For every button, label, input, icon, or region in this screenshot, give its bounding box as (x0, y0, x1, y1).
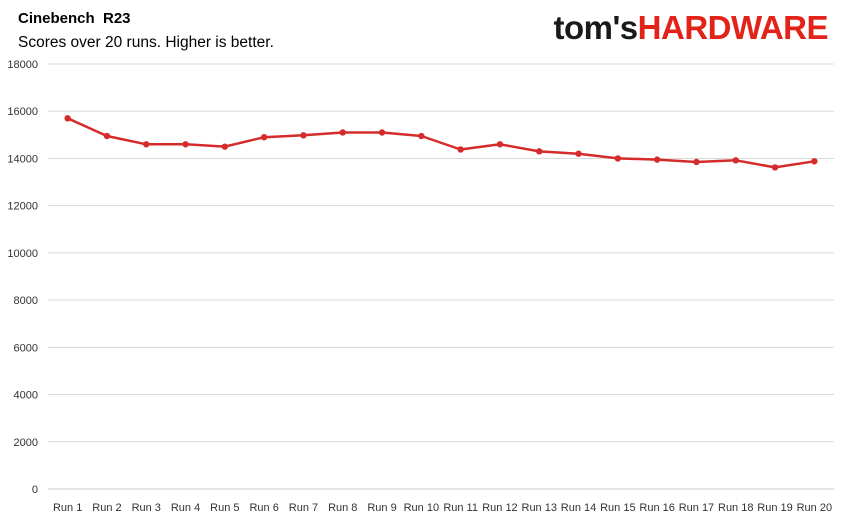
x-tick-label: Run 5 (210, 502, 239, 514)
x-tick-label: Run 15 (600, 502, 635, 514)
x-tick-label: Run 13 (522, 502, 557, 514)
data-point (693, 158, 700, 166)
x-tick-label: Run 20 (797, 502, 832, 514)
data-point (339, 129, 346, 136)
y-tick-label: 18000 (7, 59, 38, 71)
y-tick-label: 2000 (14, 437, 38, 449)
data-point (771, 164, 779, 171)
data-point (614, 155, 622, 162)
data-point (418, 132, 425, 140)
data-point (378, 129, 386, 136)
chart-title: Cinebench R23 (18, 10, 131, 27)
x-tick-label: Run 4 (171, 502, 200, 514)
data-point (732, 157, 739, 164)
y-tick-label: 6000 (14, 342, 38, 354)
brand-logo-part2: HARDWARE (637, 9, 829, 46)
data-point (143, 141, 150, 148)
data-point (221, 143, 229, 150)
y-tick-label: 10000 (7, 248, 38, 260)
brand-logo-part1: tom's (553, 9, 638, 46)
data-point (182, 141, 189, 148)
y-tick-label: 4000 (14, 390, 38, 402)
y-axis-ticks: 0 2000 4000 6000 8000 10000 12000 14000 16000 180… (7, 59, 38, 496)
data-point (496, 141, 504, 148)
x-tick-label: Run 2 (92, 502, 121, 514)
x-axis-ticks: Run 1 Run 2 Run 3 Run 4 Run 5 Run 6 Run 7 Run 8… (53, 502, 832, 514)
data-point (64, 115, 71, 122)
x-tick-label: Run 16 (639, 502, 674, 514)
x-tick-label: Run 18 (718, 502, 753, 514)
x-tick-label: Run 7 (289, 502, 318, 514)
data-point (575, 150, 582, 157)
brand-logo: tom'sHARDWARE (553, 8, 828, 48)
x-tick-label: Run 11 (443, 502, 478, 514)
y-tick-label: 14000 (7, 153, 38, 165)
x-tick-label: Run 12 (482, 502, 517, 514)
y-tick-label: 12000 (7, 201, 38, 213)
data-point (653, 156, 661, 163)
x-tick-label: Run 3 (132, 502, 161, 514)
data-point (260, 133, 268, 141)
data-point (536, 148, 543, 155)
y-tick-label: 0 (32, 484, 38, 496)
x-tick-label: Run 14 (561, 502, 596, 514)
x-tick-label: Run 8 (328, 502, 357, 514)
grid-lines (48, 63, 834, 490)
x-tick-label: Run 9 (367, 502, 396, 514)
series-layer (64, 115, 818, 171)
y-tick-label: 8000 (14, 295, 38, 307)
x-tick-label: Run 10 (404, 502, 439, 514)
data-point (457, 146, 464, 153)
y-tick-label: 16000 (7, 106, 38, 118)
series-line (66, 117, 816, 169)
chart-subtitle: Scores over 20 runs. Higher is better. (18, 34, 274, 51)
x-tick-label: Run 17 (679, 502, 714, 514)
x-tick-label: Run 19 (757, 502, 792, 514)
x-tick-label: Run 1 (53, 502, 82, 514)
x-tick-label: Run 6 (249, 502, 278, 514)
data-point (300, 132, 307, 139)
data-point (103, 132, 111, 140)
data-point (811, 158, 818, 165)
